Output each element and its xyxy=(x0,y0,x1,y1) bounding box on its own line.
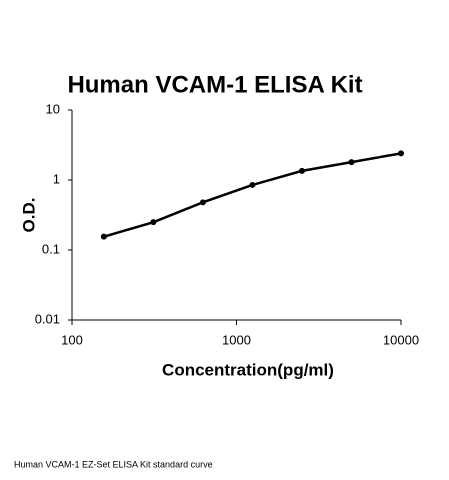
caption: Human VCAM-1 EZ-Set ELISA Kit standard c… xyxy=(14,459,213,469)
point xyxy=(249,181,256,188)
point xyxy=(298,167,305,174)
x-tick-label: 10000 xyxy=(383,332,419,347)
chart-title: Human VCAM-1 ELISA Kit xyxy=(67,71,362,98)
x-tick-label: 100 xyxy=(61,332,83,347)
x-axis-label: Concentration(pg/ml) xyxy=(162,360,334,379)
y-axis-label: O.D. xyxy=(19,198,38,233)
y-tick-label: 0.01 xyxy=(35,311,60,326)
point xyxy=(150,219,157,226)
point xyxy=(100,233,107,240)
y-tick-label: 10 xyxy=(46,101,60,116)
y-tick-label: 1 xyxy=(53,171,60,186)
curve xyxy=(103,152,402,238)
point xyxy=(348,159,355,166)
point xyxy=(398,150,404,157)
x-tick-label: 1000 xyxy=(222,332,251,347)
y-tick-label: 0.1 xyxy=(42,241,60,256)
point xyxy=(199,199,206,206)
